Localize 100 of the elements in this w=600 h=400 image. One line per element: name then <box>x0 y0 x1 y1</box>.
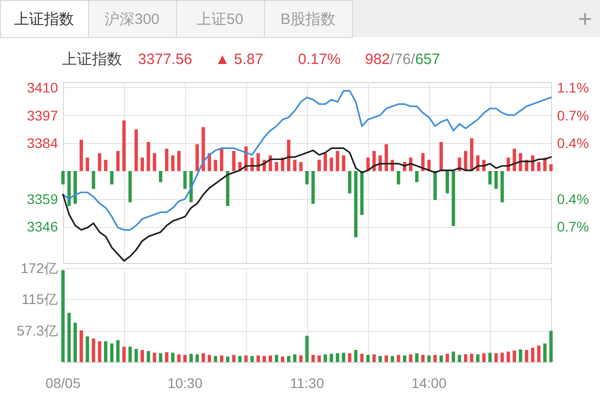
bar <box>196 144 199 172</box>
bar <box>146 351 150 362</box>
bar <box>470 354 474 362</box>
bar <box>543 343 547 362</box>
bar <box>476 354 480 362</box>
bar <box>196 354 199 362</box>
bar <box>500 171 504 202</box>
bar <box>232 354 236 362</box>
bar <box>342 155 346 172</box>
bar <box>74 322 77 362</box>
bar <box>116 340 120 362</box>
bar <box>324 354 327 362</box>
bar <box>287 356 290 362</box>
bar <box>67 312 71 362</box>
bar <box>80 330 83 362</box>
bar <box>287 140 290 172</box>
bar <box>354 350 358 362</box>
bar <box>80 140 83 172</box>
bar <box>238 356 242 362</box>
text: ▲ 5.87 <box>215 51 264 68</box>
x-tick-label: 10:30 <box>167 375 203 391</box>
bar <box>318 160 321 172</box>
y-tick-label: 3384 <box>26 135 58 152</box>
bar <box>256 355 260 362</box>
bar <box>464 150 468 172</box>
bar <box>452 352 456 362</box>
bar <box>378 356 382 362</box>
y-tick-label: 3397 <box>26 107 58 124</box>
bar <box>488 352 492 362</box>
bar <box>330 158 334 172</box>
text: 0.17% <box>298 51 341 68</box>
bar <box>324 153 327 172</box>
bar <box>146 142 150 172</box>
bar <box>92 338 96 362</box>
bar <box>140 350 144 362</box>
text: 3377.56 <box>138 51 192 68</box>
bar <box>220 148 224 172</box>
bar <box>433 354 437 362</box>
y2-tick-label: 0.4% <box>557 190 589 207</box>
bar <box>318 355 321 362</box>
bar <box>440 142 443 172</box>
bar <box>494 353 498 362</box>
bar <box>348 353 352 362</box>
bar <box>378 155 382 172</box>
x-tick-label: 08/05 <box>45 375 81 391</box>
bar <box>421 153 425 172</box>
bar <box>92 171 96 189</box>
text: 上证指数 <box>14 11 74 28</box>
bar <box>494 171 498 189</box>
bar <box>440 355 443 362</box>
bar <box>158 353 162 362</box>
bar <box>202 353 205 362</box>
bar <box>500 352 504 362</box>
line-series <box>62 147 552 262</box>
bar <box>402 355 406 362</box>
bar <box>396 171 400 184</box>
bar <box>177 150 181 172</box>
bar <box>512 148 516 172</box>
bar <box>171 352 174 362</box>
bar <box>98 153 102 172</box>
text: 982/76/657 <box>365 51 440 68</box>
bar <box>512 350 516 362</box>
y-tick-label: 3410 <box>26 79 58 96</box>
bar <box>189 354 193 362</box>
bar <box>372 354 376 362</box>
bar <box>86 336 90 362</box>
bar <box>110 343 114 362</box>
y2-tick-label: 0.7% <box>557 218 589 235</box>
bar <box>452 171 456 226</box>
bar <box>293 354 296 362</box>
bar <box>415 353 418 362</box>
bar <box>506 352 510 362</box>
bar <box>152 352 156 362</box>
bar <box>98 341 102 362</box>
bar <box>274 162 278 172</box>
bar <box>342 352 346 362</box>
bar <box>208 354 212 362</box>
bar <box>67 171 71 206</box>
bar <box>280 356 284 362</box>
bar <box>470 138 474 172</box>
y-tick-label: 172亿 <box>20 260 58 276</box>
bar <box>116 150 120 172</box>
bar <box>305 171 309 184</box>
y-tick-label: 57.3亿 <box>16 322 58 339</box>
bar <box>464 354 468 362</box>
y-tick-label: 115亿 <box>22 291 58 308</box>
bar <box>360 354 364 362</box>
bar <box>104 160 108 172</box>
bar <box>446 171 449 194</box>
bar <box>171 155 174 172</box>
bar <box>250 356 254 362</box>
bar <box>61 270 65 362</box>
y2-tick-label: 0.4% <box>557 135 589 152</box>
y-tick-label: 3359 <box>26 190 58 207</box>
bar <box>311 171 315 204</box>
y2-tick-label: 0.7% <box>557 107 589 124</box>
bar <box>202 127 205 172</box>
bar <box>165 352 168 362</box>
bar <box>299 162 303 172</box>
bar <box>140 158 144 172</box>
